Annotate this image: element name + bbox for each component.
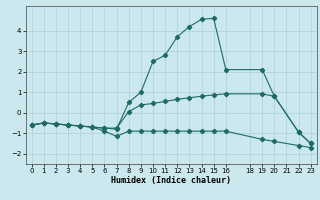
X-axis label: Humidex (Indice chaleur): Humidex (Indice chaleur): [111, 176, 231, 185]
